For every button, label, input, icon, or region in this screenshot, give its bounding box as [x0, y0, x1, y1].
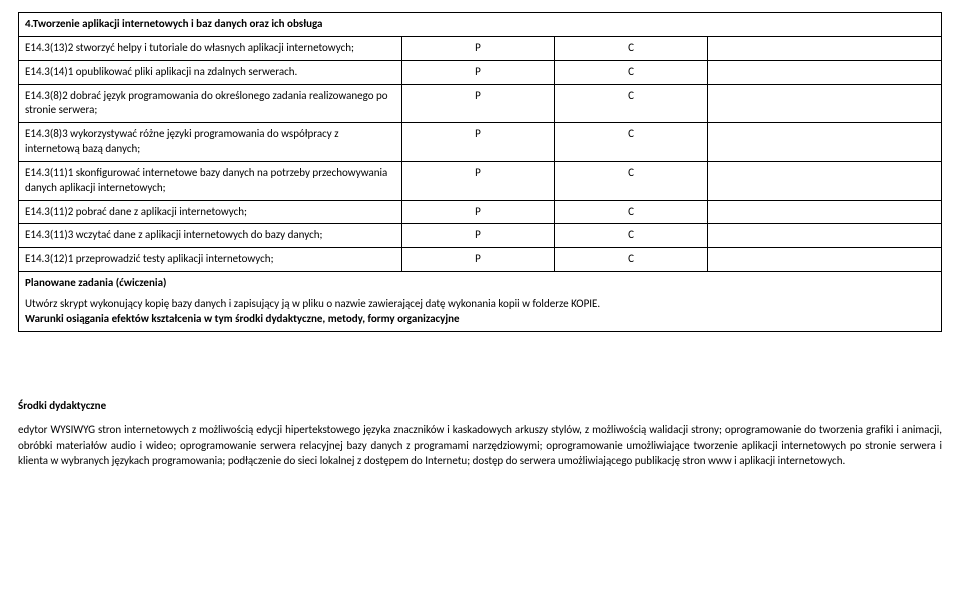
table-row: E14.3(12)1 przeprowadzić testy aplikacji… [19, 248, 942, 272]
table-row: E14.3(8)2 dobrać język programowania do … [19, 84, 942, 123]
col-a-cell: P [402, 60, 555, 84]
col-a-cell: P [402, 36, 555, 60]
plan-bold-line: Warunki osiągania efektów kształcenia w … [25, 312, 935, 327]
col-c-cell [708, 60, 942, 84]
col-b-cell: C [555, 224, 708, 248]
col-a-cell: P [402, 200, 555, 224]
section-body: edytor WYSIWYG stron internetowych z moż… [18, 422, 942, 470]
section-title: Środki dydaktyczne [18, 398, 942, 414]
col-a-cell: P [402, 248, 555, 272]
table-header-cell: 4.Tworzenie aplikacji internetowych i ba… [19, 13, 942, 37]
table-row: E14.3(13)2 stworzyć helpy i tutoriale do… [19, 36, 942, 60]
desc-cell: E14.3(12)1 przeprowadzić testy aplikacji… [19, 248, 402, 272]
table-row: E14.3(14)1 opublikować pliki aplikacji n… [19, 60, 942, 84]
desc-cell: E14.3(13)2 stworzyć helpy i tutoriale do… [19, 36, 402, 60]
col-a-cell: P [402, 84, 555, 123]
desc-cell: E14.3(8)2 dobrać język programowania do … [19, 84, 402, 123]
col-c-cell [708, 161, 942, 200]
col-b-cell: C [555, 36, 708, 60]
col-c-cell [708, 84, 942, 123]
col-b-cell: C [555, 60, 708, 84]
curriculum-table: 4.Tworzenie aplikacji internetowych i ba… [18, 12, 942, 332]
table-header-row: 4.Tworzenie aplikacji internetowych i ba… [19, 13, 942, 37]
col-c-cell [708, 224, 942, 248]
desc-cell: E14.3(11)3 wczytać dane z aplikacji inte… [19, 224, 402, 248]
desc-cell: E14.3(14)1 opublikować pliki aplikacji n… [19, 60, 402, 84]
col-b-cell: C [555, 200, 708, 224]
table-row: E14.3(11)3 wczytać dane z aplikacji inte… [19, 224, 942, 248]
col-c-cell [708, 36, 942, 60]
col-b-cell: C [555, 161, 708, 200]
plan-label: Planowane zadania (ćwiczenia) [25, 276, 935, 291]
table-row: E14.3(8)3 wykorzystywać różne języki pro… [19, 123, 942, 162]
col-a-cell: P [402, 161, 555, 200]
desc-cell: E14.3(11)2 pobrać dane z aplikacji inter… [19, 200, 402, 224]
page: 4.Tworzenie aplikacji internetowych i ba… [0, 0, 960, 495]
table-row: E14.3(11)2 pobrać dane z aplikacji inter… [19, 200, 942, 224]
plan-row: Planowane zadania (ćwiczenia) Utwórz skr… [19, 272, 942, 332]
col-a-cell: P [402, 123, 555, 162]
col-b-cell: C [555, 123, 708, 162]
col-c-cell [708, 248, 942, 272]
col-c-cell [708, 200, 942, 224]
table-row: E14.3(11)1 skonfigurować internetowe baz… [19, 161, 942, 200]
col-b-cell: C [555, 248, 708, 272]
col-c-cell [708, 123, 942, 162]
desc-cell: E14.3(8)3 wykorzystywać różne języki pro… [19, 123, 402, 162]
plan-text: Utwórz skrypt wykonujący kopię bazy dany… [25, 297, 935, 312]
col-a-cell: P [402, 224, 555, 248]
col-b-cell: C [555, 84, 708, 123]
desc-cell: E14.3(11)1 skonfigurować internetowe baz… [19, 161, 402, 200]
plan-cell: Planowane zadania (ćwiczenia) Utwórz skr… [19, 272, 942, 332]
